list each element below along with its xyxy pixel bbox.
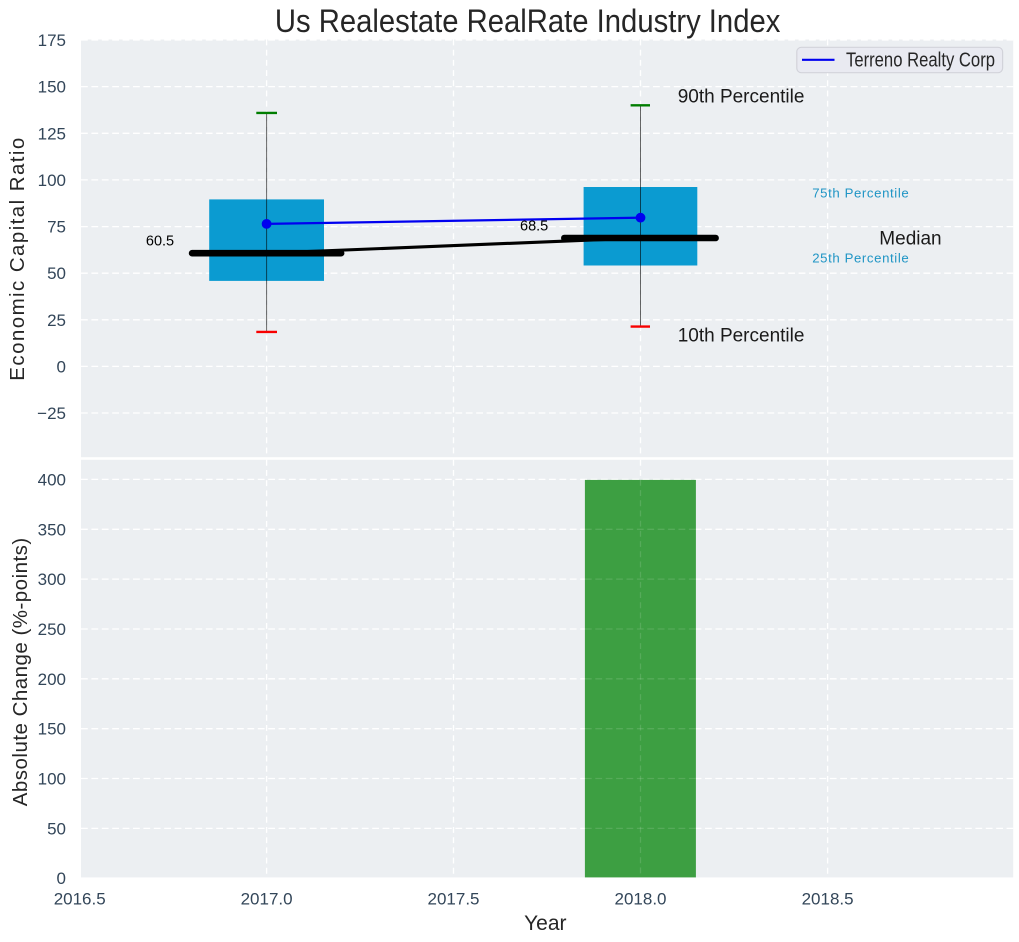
svg-text:Economic Capital Ratio: Economic Capital Ratio (6, 138, 29, 381)
svg-text:2018.0: 2018.0 (615, 889, 667, 908)
svg-text:125: 125 (38, 124, 66, 143)
svg-text:2017.0: 2017.0 (241, 889, 293, 908)
svg-text:68.5: 68.5 (520, 218, 548, 234)
svg-text:50: 50 (47, 264, 66, 283)
svg-text:400: 400 (38, 470, 66, 489)
svg-text:0: 0 (57, 869, 66, 888)
svg-text:0: 0 (57, 357, 66, 376)
svg-text:90th Percentile: 90th Percentile (678, 86, 805, 107)
svg-text:150: 150 (38, 78, 66, 97)
svg-text:2017.5: 2017.5 (428, 889, 480, 908)
svg-text:75th Percentile: 75th Percentile (812, 185, 909, 200)
svg-text:60.5: 60.5 (146, 233, 174, 249)
svg-text:100: 100 (38, 770, 66, 789)
svg-text:−25: −25 (37, 404, 66, 423)
svg-text:150: 150 (38, 720, 66, 739)
svg-text:25th Percentile: 25th Percentile (812, 251, 909, 266)
svg-text:250: 250 (38, 620, 66, 639)
svg-text:175: 175 (38, 31, 66, 50)
svg-text:2016.5: 2016.5 (54, 889, 106, 908)
svg-text:10th Percentile: 10th Percentile (678, 326, 805, 347)
svg-text:350: 350 (38, 520, 66, 539)
svg-text:50: 50 (47, 819, 66, 838)
svg-text:300: 300 (38, 570, 66, 589)
svg-text:Terreno Realty Corp: Terreno Realty Corp (846, 50, 995, 72)
svg-text:Year: Year (524, 912, 566, 935)
svg-text:Us Realestate RealRate Industr: Us Realestate RealRate Industry Index (275, 3, 781, 39)
svg-text:Absolute Change (%-points): Absolute Change (%-points) (9, 538, 32, 807)
svg-text:75: 75 (47, 218, 66, 237)
svg-text:2018.5: 2018.5 (802, 889, 854, 908)
svg-text:200: 200 (38, 670, 66, 689)
svg-text:25: 25 (47, 311, 66, 330)
svg-text:Median: Median (879, 228, 941, 249)
svg-text:100: 100 (38, 171, 66, 190)
